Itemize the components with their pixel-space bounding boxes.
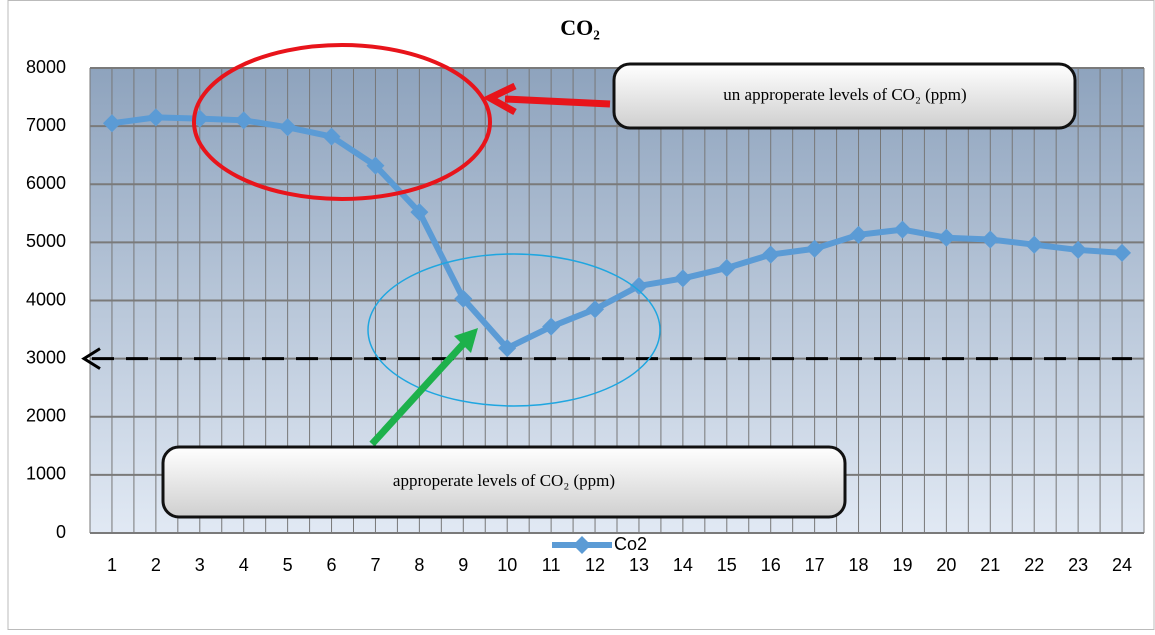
x-tick-label: 14 <box>673 555 693 575</box>
y-tick-label: 6000 <box>26 173 66 193</box>
annotation-box <box>612 62 1077 130</box>
x-tick-label: 15 <box>717 555 737 575</box>
x-tick-label: 16 <box>761 555 781 575</box>
y-tick-label: 7000 <box>26 115 66 135</box>
x-tick-label: 13 <box>629 555 649 575</box>
x-tick-label: 5 <box>283 555 293 575</box>
x-tick-label: 24 <box>1112 555 1132 575</box>
data-point <box>1025 235 1044 254</box>
annotation: approperate levels of CO₂ (ppm) <box>393 471 615 490</box>
x-tick-label: 20 <box>936 555 956 575</box>
annotation-box <box>161 445 847 519</box>
x-tick-label: 1 <box>107 555 117 575</box>
x-tick-label: 11 <box>542 555 561 575</box>
data-point <box>366 156 385 175</box>
data-point <box>981 230 1000 249</box>
y-tick-label: 3000 <box>26 347 66 367</box>
y-tick-label: 5000 <box>26 231 66 251</box>
data-point <box>410 203 429 222</box>
x-tick-label: 18 <box>849 555 869 575</box>
highlight-ellipse <box>367 253 661 407</box>
x-tick-label: 6 <box>327 555 337 575</box>
data-point <box>586 300 605 319</box>
annotation: un approperate levels of CO₂ (ppm) <box>723 85 966 104</box>
x-tick-label: 7 <box>370 555 380 575</box>
data-point <box>1113 243 1132 262</box>
data-point <box>805 239 824 258</box>
x-tick-label: 4 <box>239 555 249 575</box>
data-point <box>322 127 341 146</box>
data-point <box>937 228 956 247</box>
x-tick-label: 10 <box>497 555 517 575</box>
x-tick-label: 8 <box>414 555 424 575</box>
x-tick-label: 2 <box>151 555 161 575</box>
y-tick-label: 1000 <box>26 464 66 484</box>
legend-label: Co2 <box>614 534 647 554</box>
y-tick-label: 8000 <box>26 57 66 77</box>
data-point <box>234 111 253 130</box>
data-point <box>542 317 561 336</box>
x-tick-label: 9 <box>458 555 468 575</box>
data-point <box>454 289 473 308</box>
data-point <box>629 276 648 295</box>
data-point <box>761 245 780 264</box>
green-arrow <box>369 328 478 447</box>
x-tick-label: 17 <box>805 555 825 575</box>
x-tick-label: 23 <box>1068 555 1088 575</box>
x-tick-label: 3 <box>195 555 205 575</box>
data-point <box>717 258 736 277</box>
x-tick-label: 12 <box>585 555 605 575</box>
x-tick-label: 21 <box>980 555 1000 575</box>
y-tick-label: 0 <box>56 522 66 542</box>
data-point <box>278 118 297 137</box>
data-point <box>673 269 692 288</box>
data-point <box>849 225 868 244</box>
legend-marker <box>573 536 591 554</box>
data-point <box>893 220 912 239</box>
y-tick-label: 4000 <box>26 289 66 309</box>
reference-arrow <box>81 347 101 370</box>
data-point <box>498 339 517 358</box>
highlight-ellipse <box>192 43 492 201</box>
x-tick-label: 22 <box>1024 555 1044 575</box>
data-point <box>102 114 121 133</box>
data-point <box>1069 240 1088 259</box>
y-tick-label: 2000 <box>26 406 66 426</box>
chart-title: CO₂ <box>560 15 600 40</box>
red-arrow <box>482 82 611 116</box>
data-point <box>146 108 165 127</box>
x-tick-label: 19 <box>892 555 912 575</box>
